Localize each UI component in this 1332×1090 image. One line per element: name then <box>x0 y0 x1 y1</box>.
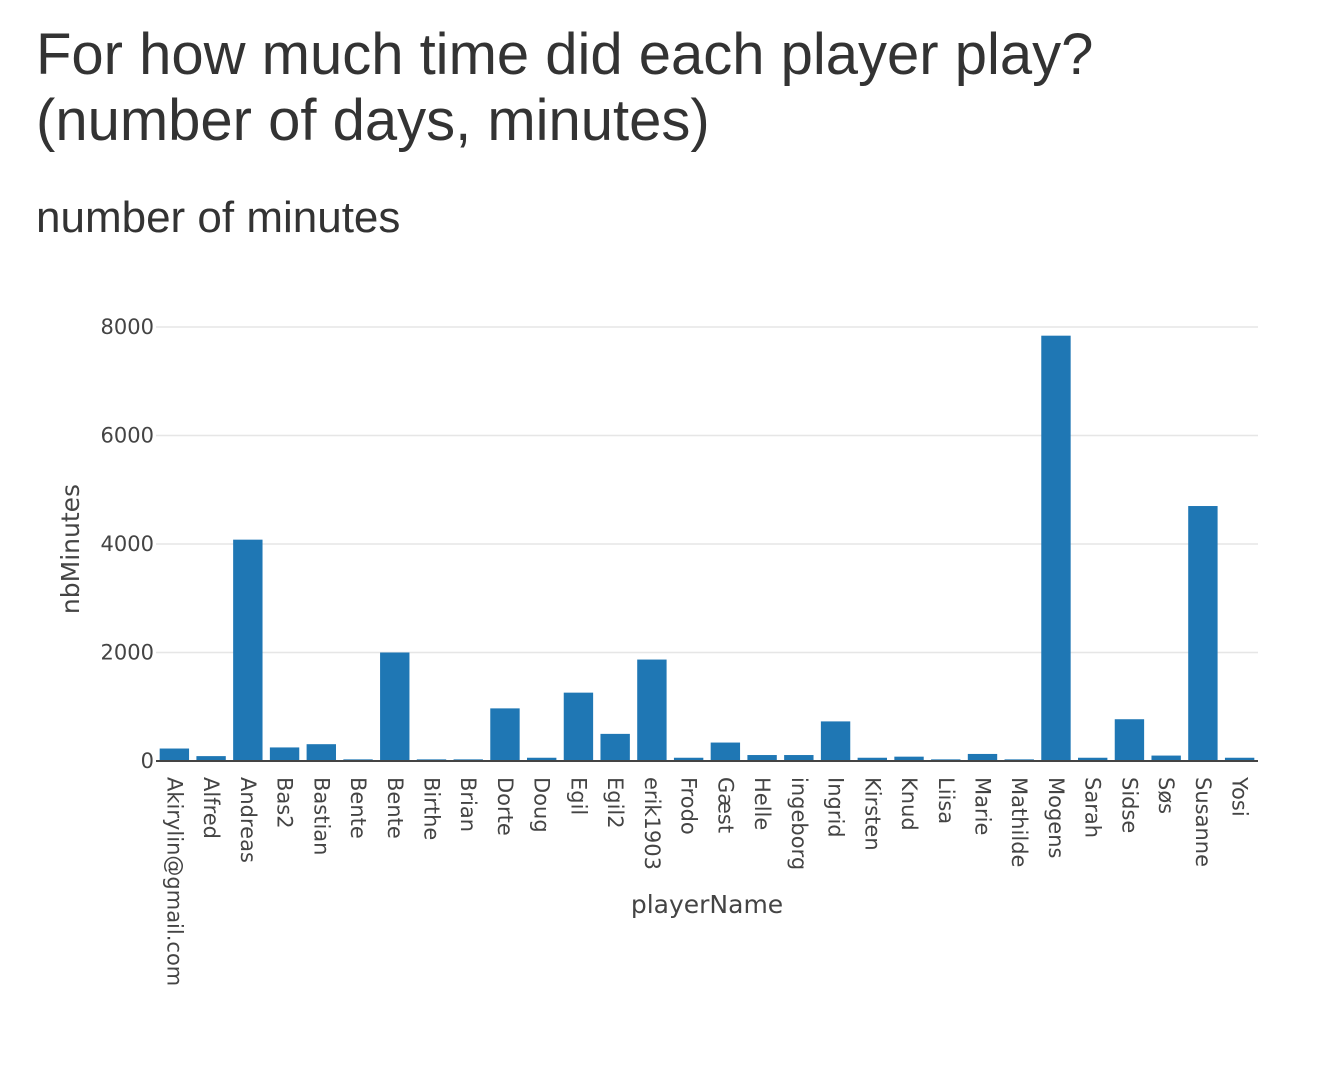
x-tick-label: Knud <box>897 777 921 831</box>
page-title-line-2: (number of days, minutes) <box>36 88 710 153</box>
bar <box>306 744 336 761</box>
x-tick-label: Mogens <box>1044 777 1068 858</box>
x-tick-label: ingeborg <box>787 777 811 870</box>
y-axis-title: nbMinutes <box>56 484 85 614</box>
bar <box>233 539 263 761</box>
x-tick-label: Egil2 <box>603 777 627 829</box>
x-tick-label: Susanne <box>1191 777 1215 867</box>
x-tick-label: Doug <box>530 777 554 833</box>
bar <box>710 742 741 761</box>
bar <box>637 659 667 761</box>
x-tick-label: Kirsten <box>860 777 884 851</box>
x-tick-label: Bente <box>383 777 407 839</box>
x-tick-label: Andreas <box>236 777 260 863</box>
bar <box>490 708 520 761</box>
x-tick-label: Bas2 <box>273 777 297 829</box>
bar <box>269 747 300 761</box>
bar <box>1151 755 1181 761</box>
bar <box>159 748 190 761</box>
x-tick-label: Dorte <box>493 777 517 836</box>
page-title: For how much time did each player play? … <box>36 22 1093 154</box>
bar <box>747 755 777 761</box>
y-tick-label: 0 <box>141 749 154 773</box>
y-tick-labels: 0 2000 4000 6000 8000 <box>101 315 154 773</box>
bar <box>1041 335 1071 761</box>
grid-lines <box>156 326 1258 654</box>
x-tick-label: Bastian <box>309 777 333 855</box>
x-tick-label: Søs <box>1154 777 1178 814</box>
x-tick-label: Marie <box>971 777 995 835</box>
bar <box>380 652 410 761</box>
x-tick-labels: Akirylin@gmail.com Alfred Andreas Bas2 Basti… <box>162 776 1251 986</box>
bar <box>527 757 557 761</box>
y-tick-label: 6000 <box>101 424 154 448</box>
x-axis-title: playerName <box>631 890 783 919</box>
bar <box>1078 757 1108 761</box>
x-tick-label: Akirylin@gmail.com <box>162 777 186 986</box>
x-tick-label: Egil <box>566 777 590 815</box>
bar <box>820 721 851 761</box>
x-tick-label: Helle <box>750 777 774 830</box>
x-tick-label: Frodo <box>677 777 701 835</box>
x-tick-label: Brian <box>456 777 480 832</box>
y-tick-label: 4000 <box>101 532 154 556</box>
x-tick-label: Mathilde <box>1007 777 1031 867</box>
bar <box>1188 506 1218 761</box>
x-tick-label: Liisa <box>934 777 958 824</box>
bar <box>857 757 887 761</box>
page-title-line-1: For how much time did each player play? <box>36 22 1094 87</box>
x-tick-label: Ingrid <box>824 777 848 838</box>
bar <box>894 756 924 761</box>
bar <box>1224 757 1255 761</box>
x-tick-label: Bente <box>346 777 370 839</box>
bar <box>784 755 814 761</box>
y-tick-label: 2000 <box>101 641 154 665</box>
x-tick-label: Sidse <box>1117 777 1141 833</box>
x-tick-label: Sarah <box>1081 777 1105 838</box>
x-tick-label: Alfred <box>199 777 223 839</box>
x-tick-label: erik1903 <box>640 777 664 870</box>
x-tick-label: Yosi <box>1228 776 1252 817</box>
bar <box>600 733 630 761</box>
bar <box>563 692 594 761</box>
bars <box>159 335 1255 761</box>
bar <box>1114 719 1145 761</box>
bar <box>967 753 998 761</box>
bar <box>196 756 226 761</box>
y-tick-label: 8000 <box>101 315 154 339</box>
chart-subtitle: number of minutes <box>36 193 401 242</box>
x-tick-label: Gæst <box>713 777 737 833</box>
x-tick-label: Birthe <box>420 777 444 840</box>
bar <box>673 757 704 761</box>
